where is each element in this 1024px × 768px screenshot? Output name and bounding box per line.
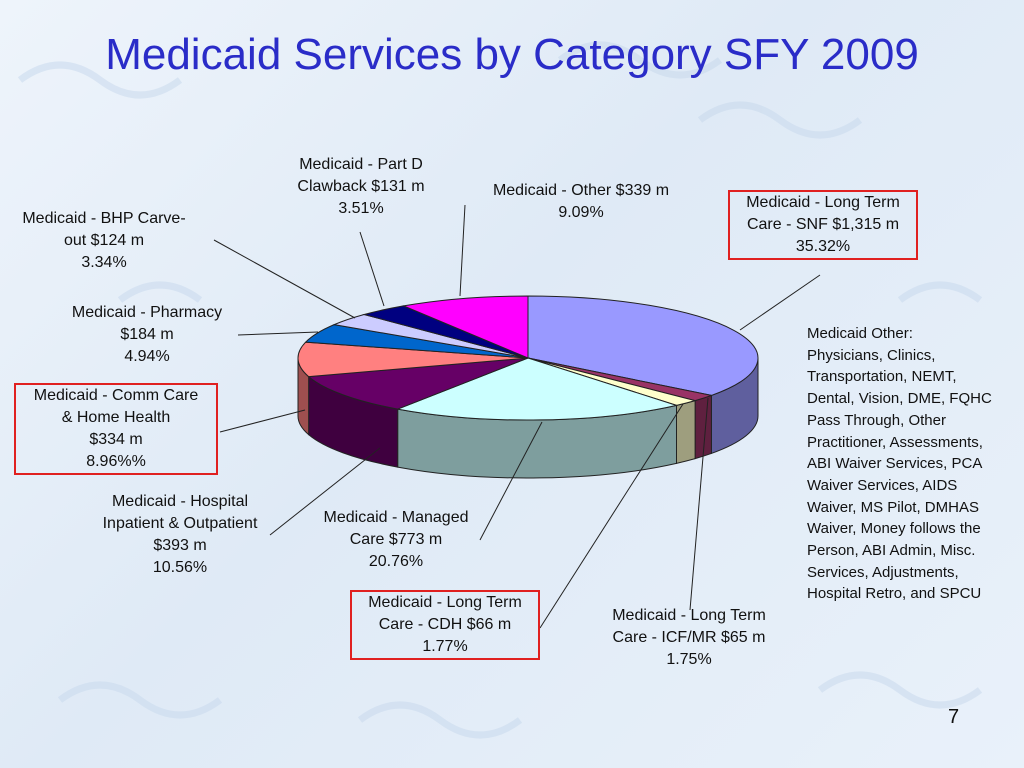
slide-title: Medicaid Services by Category SFY 2009 — [105, 30, 919, 79]
leader-line-2 — [539, 403, 684, 629]
slice-label-line: Inpatient & Outpatient — [102, 515, 258, 532]
slice-label-line: Care $773 m — [349, 531, 443, 548]
slice-label-5: Medicaid - Comm Care & Home Health $334 m 8… — [14, 383, 218, 475]
leader-line-6 — [237, 331, 319, 336]
slice-label-line: Medicaid - Pharmacy — [71, 304, 223, 321]
pie-slice-4 — [307, 357, 529, 410]
slice-label-6: Medicaid - Pharmacy $184 m 4.94% — [56, 302, 238, 368]
slice-label-line: 1.77% — [422, 638, 468, 655]
slice-label-7: Medicaid - BHP Carve-out $124 m 3.34% — [4, 208, 204, 274]
slice-label-9: Medicaid - Other $339 m 9.09% — [478, 180, 684, 224]
slice-label-line: $184 m — [120, 326, 174, 343]
leader-line-7 — [213, 239, 356, 319]
slice-label-line: Medicaid - Long Term — [612, 607, 766, 624]
slice-label-2: Medicaid - Long Term Care - CDH $66 m 1.77… — [350, 590, 540, 660]
slice-label-line: Medicaid - Other $339 m — [492, 182, 670, 199]
slice-label-line: & Home Health — [61, 409, 171, 426]
slice-label-line: Medicaid - Managed — [323, 509, 469, 526]
pie-slice-9 — [401, 295, 529, 359]
slice-label-line: 8.96%% — [86, 453, 146, 470]
slice-label-line: Care - ICF/MR $65 m — [612, 629, 766, 646]
medicaid-other-note: Medicaid Other: Physicians, Clinics, Tra… — [807, 325, 992, 603]
slice-label-line: Medicaid - Long Term — [746, 194, 900, 211]
leader-line-1 — [689, 397, 709, 611]
slice-label-line: 10.56% — [152, 559, 208, 576]
slice-label-line: 1.75% — [666, 651, 712, 668]
slice-label-line: Care - SNF $1,315 m — [746, 216, 900, 233]
slice-label-line: 4.94% — [124, 348, 170, 365]
slice-label-line: Medicaid - Long Term — [368, 594, 522, 611]
slice-label-0: Medicaid - Long Term Care - SNF $1,315 m 3… — [728, 190, 918, 260]
slice-label-line: Care - CDH $66 m — [378, 616, 512, 633]
slice-label-line: out $124 m — [63, 232, 145, 249]
slice-label-8: Medicaid - Part D Clawback $131 m 3.51% — [282, 154, 440, 220]
slice-label-line: 35.32% — [795, 238, 851, 255]
slice-label-line: Medicaid - Part D — [299, 156, 423, 173]
slice-label-line: 9.09% — [558, 204, 604, 221]
slice-label-line: $334 m — [89, 431, 143, 448]
slice-label-line: 3.34% — [81, 254, 127, 271]
pie-slice-3 — [395, 357, 679, 421]
slice-label-line: Clawback $131 m — [297, 178, 425, 195]
slice-label-line: Medicaid - Hospital — [111, 493, 249, 510]
leader-line-0 — [739, 274, 821, 331]
slice-label-3: Medicaid - Managed Care $773 m 20.76% — [308, 507, 484, 573]
slice-label-1: Medicaid - Long Term Care - ICF/MR $65 m 1… — [598, 605, 780, 671]
leader-line-5 — [219, 409, 306, 433]
leader-line-8 — [359, 231, 385, 307]
slice-label-line: $393 m — [153, 537, 207, 554]
pie-slice-5 — [297, 341, 529, 378]
pie-slice-0 — [527, 295, 759, 396]
slice-label-line: 3.51% — [338, 200, 384, 217]
leader-line-3 — [479, 421, 543, 541]
page-number: 7 — [948, 706, 960, 728]
slice-label-line: Medicaid - BHP Carve- — [22, 210, 186, 227]
leader-line-9 — [459, 204, 466, 297]
slice-label-line: 20.76% — [368, 553, 424, 570]
leader-line-4 — [269, 447, 381, 536]
slice-label-line: Medicaid - Comm Care — [33, 387, 199, 404]
slice-label-4: Medicaid - Hospital Inpatient & Outpatien… — [90, 491, 270, 579]
